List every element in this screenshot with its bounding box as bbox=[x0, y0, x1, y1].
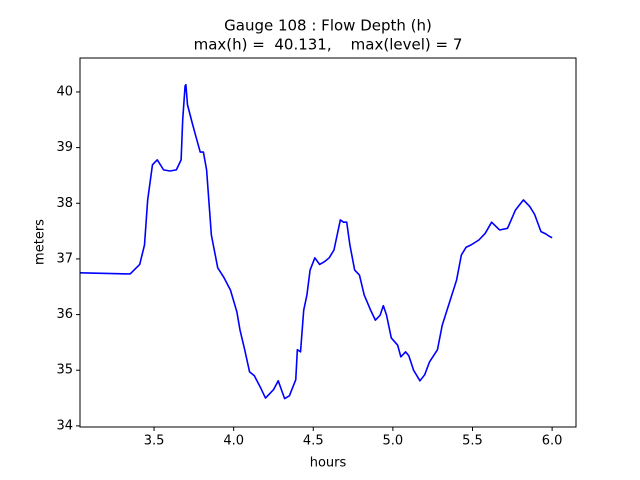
chart-subtitle: max(h) = 40.131, max(level) = 7 bbox=[194, 36, 463, 54]
plot-frame bbox=[79, 57, 577, 428]
x-tick-label: 3.5 bbox=[144, 434, 165, 449]
x-tick-label: 6.0 bbox=[542, 434, 563, 449]
y-tick-label: 35 bbox=[56, 363, 73, 378]
x-tick-label: 5.5 bbox=[462, 434, 483, 449]
x-axis-label: hours bbox=[310, 456, 347, 471]
data-line bbox=[80, 83, 553, 400]
y-tick-label: 39 bbox=[56, 140, 73, 155]
x-tick-label: 5.0 bbox=[383, 434, 404, 449]
y-tick-label: 36 bbox=[56, 307, 73, 322]
x-tick-label: 4.5 bbox=[303, 434, 324, 449]
y-tick-label: 34 bbox=[56, 418, 73, 433]
x-tick-label: 4.0 bbox=[223, 434, 244, 449]
y-tick-label: 37 bbox=[56, 251, 73, 266]
y-axis-label: meters bbox=[33, 219, 48, 265]
y-tick-label: 40 bbox=[56, 84, 73, 99]
y-tick-label: 38 bbox=[56, 196, 73, 211]
chart-title: Gauge 108 : Flow Depth (h) bbox=[224, 17, 432, 35]
